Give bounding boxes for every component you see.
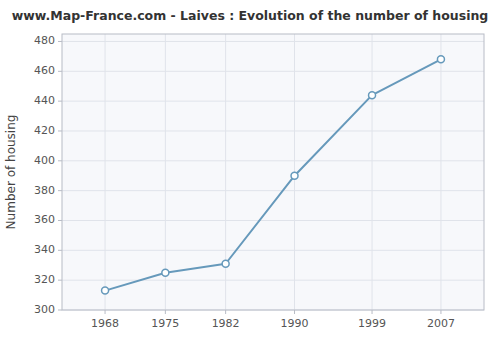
grid-line-y (62, 190, 484, 191)
y-axis: 300 320 340 360 380 400 420 440 460 480 (34, 34, 62, 316)
point (291, 172, 298, 179)
grid-line-y (62, 280, 484, 281)
y-tick (58, 101, 62, 102)
y-tick (58, 130, 62, 131)
x-tick (372, 310, 373, 314)
grid-line-y (62, 101, 484, 102)
y-tick (58, 310, 62, 311)
point (437, 56, 444, 63)
grid-line-y (62, 130, 484, 131)
line (105, 59, 441, 290)
y-tick-label: 360 (34, 213, 55, 226)
y-tick-label: 320 (34, 273, 55, 286)
grid-line-y (62, 250, 484, 251)
grid-line-y (62, 41, 484, 42)
series (102, 56, 445, 294)
x-axis: 1968 1975 1982 1990 1999 2007 (91, 310, 455, 330)
grid-line-x (372, 34, 373, 310)
plot-frame (62, 34, 484, 310)
y-tick-label: 400 (34, 154, 55, 167)
y-tick-label: 460 (34, 64, 55, 77)
x-tick (105, 310, 106, 314)
y-tick-label: 420 (34, 124, 55, 137)
grid-line-x (225, 34, 226, 310)
y-tick-label: 380 (34, 184, 55, 197)
title: www.Map-France.com - Laives : Evolution … (12, 8, 489, 23)
x-tick (225, 310, 226, 314)
y-tick (58, 41, 62, 42)
chart: 3003203403603804004204404604801968197519… (0, 0, 500, 340)
x-tick-label: 1975 (151, 317, 179, 330)
x-tick (294, 310, 295, 314)
y-tick (58, 190, 62, 191)
x-tick-label: 1999 (358, 317, 386, 330)
plot-area (62, 34, 484, 310)
y-tick (58, 71, 62, 72)
grid-line-y (62, 220, 484, 221)
point (102, 287, 109, 294)
x-tick (440, 310, 441, 314)
point (162, 269, 169, 276)
y-tick-label: 300 (34, 303, 55, 316)
y-tick (58, 220, 62, 221)
y-tick (58, 160, 62, 161)
x-tick-label: 1990 (281, 317, 309, 330)
y-tick (58, 250, 62, 251)
grid-line-x (440, 34, 441, 310)
y-tick-label: 340 (34, 243, 55, 256)
x-tick (165, 310, 166, 314)
grid-line-x (105, 34, 106, 310)
grid (62, 34, 484, 310)
x-tick-label: 1982 (212, 317, 240, 330)
x-tick-label: 2007 (427, 317, 455, 330)
y-tick-label: 480 (34, 34, 55, 47)
point (222, 260, 229, 267)
point (369, 92, 376, 99)
y-tick-label: 440 (34, 94, 55, 107)
y-tick (58, 280, 62, 281)
y-axis-label: Number of housing (4, 115, 18, 230)
x-tick-label: 1968 (91, 317, 119, 330)
grid-line-y (62, 160, 484, 161)
